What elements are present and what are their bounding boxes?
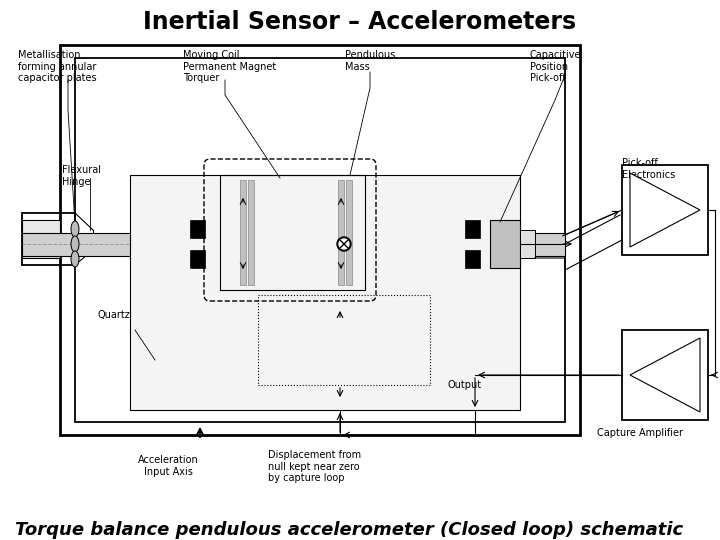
Bar	[130, 175, 520, 410]
Bar	[338, 180, 344, 285]
Bar	[22, 220, 60, 258]
Text: Pendulous
Mass: Pendulous Mass	[345, 50, 395, 72]
Text: Inertial Sensor – Accelerometers: Inertial Sensor – Accelerometers	[143, 10, 577, 34]
Bar	[248, 180, 254, 285]
Bar	[465, 250, 480, 268]
Bar	[75, 58, 565, 422]
Bar	[220, 175, 365, 290]
Text: Capture Amplifier: Capture Amplifier	[597, 428, 683, 438]
Bar	[22, 213, 75, 265]
Ellipse shape	[71, 251, 79, 267]
Bar	[490, 220, 520, 268]
Text: Quartz: Quartz	[98, 310, 131, 320]
Bar	[465, 220, 480, 238]
Polygon shape	[630, 338, 700, 412]
Bar	[258, 295, 430, 385]
Text: Flexural
Hinge: Flexural Hinge	[62, 165, 101, 187]
Bar	[22, 233, 565, 256]
Text: Acceleration
Input Axis: Acceleration Input Axis	[138, 455, 199, 477]
Text: Capacitive
Position
Pick-off: Capacitive Position Pick-off	[530, 50, 582, 83]
Circle shape	[337, 237, 351, 251]
Bar	[190, 250, 205, 268]
Text: Output: Output	[448, 380, 482, 390]
Text: Torque balance pendulous accelerometer (Closed loop) schematic: Torque balance pendulous accelerometer (…	[15, 521, 683, 539]
Ellipse shape	[71, 236, 79, 252]
Ellipse shape	[71, 221, 79, 237]
Bar	[622, 165, 708, 255]
Bar	[190, 220, 205, 238]
Bar	[520, 230, 535, 258]
Text: Moving Coil
Permanent Magnet
Torquer: Moving Coil Permanent Magnet Torquer	[183, 50, 276, 83]
Text: Metallisation
forming annular
capacitor plates: Metallisation forming annular capacitor …	[18, 50, 96, 83]
Text: Pick-off
Electronics: Pick-off Electronics	[622, 158, 675, 180]
Bar	[346, 180, 352, 285]
Polygon shape	[630, 173, 700, 247]
Text: Displacement from
null kept near zero
by capture loop: Displacement from null kept near zero by…	[268, 450, 361, 483]
Bar	[240, 180, 246, 285]
Bar	[60, 45, 580, 435]
Bar	[622, 330, 708, 420]
Circle shape	[339, 239, 349, 249]
